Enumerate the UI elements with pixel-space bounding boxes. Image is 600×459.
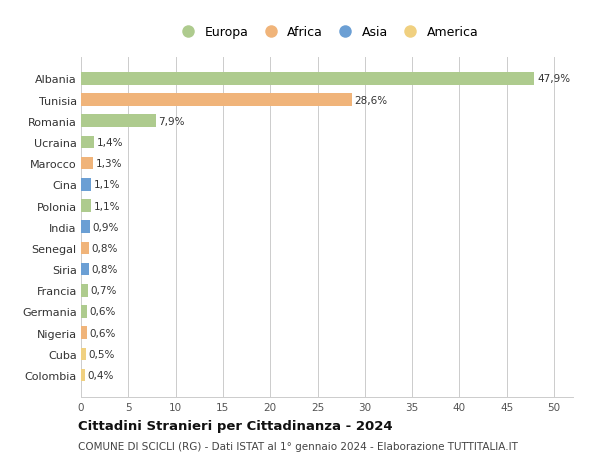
Text: 0,9%: 0,9%	[92, 222, 119, 232]
Bar	[81, 327, 86, 339]
Text: 28,6%: 28,6%	[355, 95, 388, 105]
Bar	[81, 221, 89, 234]
Bar	[81, 115, 156, 128]
Text: 0,6%: 0,6%	[89, 328, 116, 338]
Text: 0,5%: 0,5%	[89, 349, 115, 359]
Bar	[81, 73, 534, 85]
Text: 0,4%: 0,4%	[88, 370, 114, 380]
Bar	[81, 263, 89, 276]
Text: 0,8%: 0,8%	[91, 243, 118, 253]
Bar	[81, 305, 86, 318]
Bar	[81, 179, 91, 191]
Legend: Europa, Africa, Asia, America: Europa, Africa, Asia, America	[176, 26, 478, 39]
Bar	[81, 200, 91, 213]
Text: COMUNE DI SCICLI (RG) - Dati ISTAT al 1° gennaio 2024 - Elaborazione TUTTITALIA.: COMUNE DI SCICLI (RG) - Dati ISTAT al 1°…	[78, 441, 518, 451]
Bar	[81, 94, 352, 106]
Bar	[81, 242, 89, 255]
Bar	[81, 369, 85, 381]
Text: 0,8%: 0,8%	[91, 264, 118, 274]
Text: 0,7%: 0,7%	[91, 285, 117, 296]
Text: 1,4%: 1,4%	[97, 138, 124, 148]
Text: Cittadini Stranieri per Cittadinanza - 2024: Cittadini Stranieri per Cittadinanza - 2…	[78, 420, 392, 432]
Text: 0,6%: 0,6%	[89, 307, 116, 317]
Text: 1,1%: 1,1%	[94, 201, 121, 211]
Bar	[81, 348, 86, 360]
Bar	[81, 136, 94, 149]
Text: 47,9%: 47,9%	[537, 74, 570, 84]
Bar	[81, 284, 88, 297]
Text: 1,3%: 1,3%	[96, 159, 122, 169]
Text: 7,9%: 7,9%	[158, 117, 185, 126]
Text: 1,1%: 1,1%	[94, 180, 121, 190]
Bar	[81, 157, 94, 170]
